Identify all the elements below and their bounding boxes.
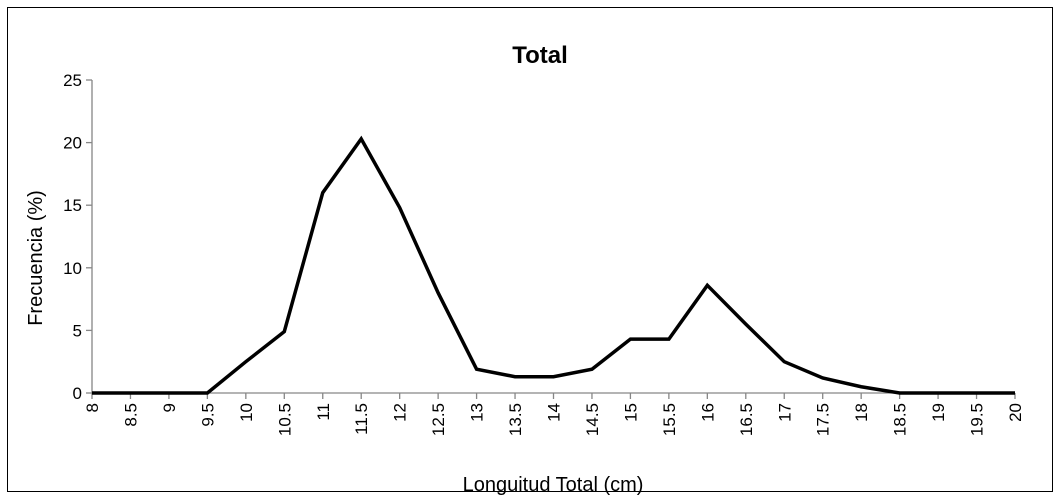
x-tick-label: 17.5: [814, 403, 833, 436]
x-tick-label: 10: [237, 403, 256, 422]
x-tick-label: 19: [929, 403, 948, 422]
x-tick-label: 13: [468, 403, 487, 422]
x-axis-title: Longuitud Total (cm): [463, 474, 644, 496]
y-tick-label: 10: [63, 259, 82, 278]
x-tick-label: 19.5: [968, 403, 987, 436]
x-tick-label: 18.5: [891, 403, 910, 436]
y-tick-label: 20: [63, 134, 82, 153]
chart-title: Total: [512, 42, 568, 69]
y-tick-label: 5: [73, 321, 82, 340]
x-tick-label: 12: [391, 403, 410, 422]
y-tick-label: 25: [63, 71, 82, 90]
x-tick-label: 13.5: [506, 403, 525, 436]
x-tick-label: 16: [698, 403, 717, 422]
x-tick-label: 17: [775, 403, 794, 422]
y-tick-label: 0: [73, 384, 82, 403]
x-tick-label: 14: [545, 403, 564, 422]
x-tick-label: 12.5: [429, 403, 448, 436]
x-tick-label: 18: [852, 403, 871, 422]
series-line: [92, 135, 1015, 395]
x-tick-label: 8.5: [121, 403, 140, 427]
x-tick-label: 8: [83, 403, 102, 412]
y-axis-title: Frecuencia (%): [25, 190, 47, 326]
y-tick-label: 15: [63, 196, 82, 215]
x-tick-label: 14.5: [583, 403, 602, 436]
x-tick-label: 9.5: [198, 403, 217, 427]
x-tick-label: 15: [621, 403, 640, 422]
chart-frame: [7, 7, 1053, 492]
x-tick-label: 20: [1006, 403, 1025, 422]
x-tick-label: 16.5: [737, 403, 756, 436]
x-tick-label: 15.5: [660, 403, 679, 436]
x-tick-label: 10.5: [275, 403, 294, 436]
x-tick-label: 11: [314, 403, 333, 421]
x-tick-label: 11.5: [352, 403, 371, 435]
x-tick-label: 9: [160, 403, 179, 412]
